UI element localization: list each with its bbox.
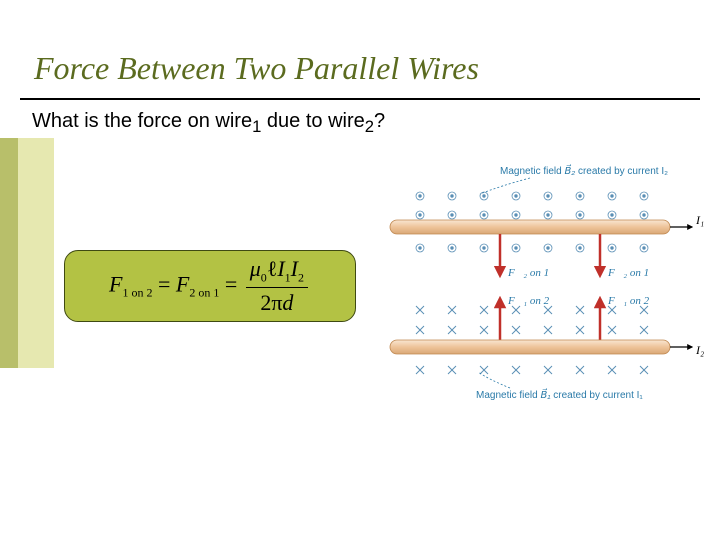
f1-sub: 1 on 2 <box>122 285 152 299</box>
top-field-annotation: Magnetic field B⃗₂ created by current I₂ <box>500 164 668 177</box>
i2-sub: 2 <box>298 270 304 284</box>
ba-vec: B⃗₁ <box>540 388 550 401</box>
q-prefix: What is the force on wire <box>32 110 252 132</box>
f1on2-label-right: F⃗₁ on 2 <box>607 295 650 307</box>
fraction: μ0ℓI1I2 2πd <box>246 256 308 316</box>
bottom-leader <box>478 372 510 388</box>
q-sub1: 1 <box>252 117 261 136</box>
parallel-wires-diagram: Magnetic field B⃗₂ created by current I₂… <box>380 160 710 410</box>
slide-title: Force Between Two Parallel Wires <box>34 50 479 87</box>
top-leader <box>480 178 530 194</box>
accent-bar-dark <box>0 138 18 368</box>
wire-2 <box>390 340 670 354</box>
question-text: What is the force on wire1 due to wire2? <box>32 110 385 137</box>
numerator: μ0ℓI1I2 <box>246 256 308 288</box>
f2: F <box>176 271 189 296</box>
i1: I <box>277 256 284 281</box>
ta-suffix: created by current I₂ <box>575 166 668 177</box>
title-underline <box>20 98 700 100</box>
force-formula: F1 on 2 = F2 on 1 = μ0ℓI1I2 2πd <box>109 256 311 316</box>
q-sub2: 2 <box>365 117 374 136</box>
ba-suffix: created by current I₁ <box>551 390 644 401</box>
current-2-label: I₂ <box>695 343 704 357</box>
ell: ℓ <box>267 256 278 281</box>
f2on1-label-right: F⃗₂ on 1 <box>607 267 649 279</box>
ta-prefix: Magnetic field <box>500 166 564 177</box>
f2on1-label-left: F⃗₂ on 1 <box>507 267 549 279</box>
bottom-field-annotation: Magnetic field B⃗₁ created by current I₁ <box>476 388 643 401</box>
accent-bar-light <box>18 138 54 368</box>
two-pi: 2π <box>260 290 282 315</box>
f1: F <box>109 271 122 296</box>
q-suffix: ? <box>374 110 385 132</box>
ba-prefix: Magnetic field <box>476 390 540 401</box>
mu: μ <box>250 256 261 281</box>
wire-1 <box>390 220 670 234</box>
denominator: 2πd <box>246 288 308 316</box>
eq2: = <box>225 271 243 296</box>
eq1: = <box>158 271 176 296</box>
i2: I <box>291 256 298 281</box>
current-1-label: I₁ <box>695 213 704 227</box>
q-mid: due to wire <box>261 110 364 132</box>
ta-vec: B⃗₂ <box>564 164 575 177</box>
d: d <box>282 290 293 315</box>
f2-sub: 2 on 1 <box>189 285 219 299</box>
f1on2-label-left: F⃗₁ on 2 <box>507 295 550 307</box>
formula-box: F1 on 2 = F2 on 1 = μ0ℓI1I2 2πd <box>64 250 356 322</box>
